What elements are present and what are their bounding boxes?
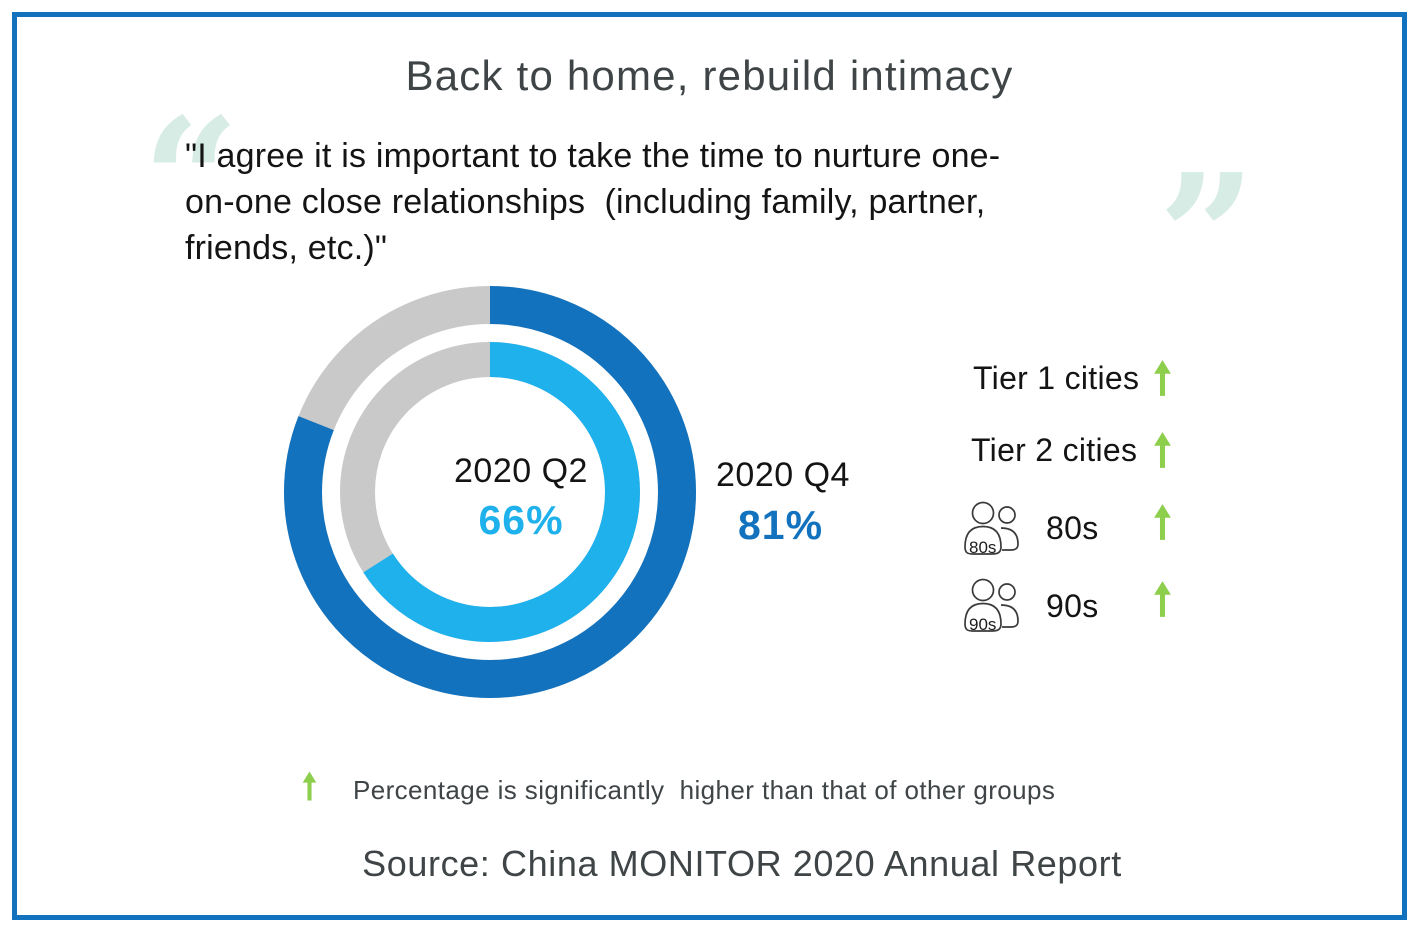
- page-title: Back to home, rebuild intimacy: [405, 52, 1014, 99]
- side-label-period: 2020 Q4: [716, 456, 850, 494]
- source-caption: Source: China MONITOR 2020 Annual Report: [362, 843, 1122, 884]
- people-group-90s-icon: 90s: [964, 578, 1019, 634]
- center-label: 2020 Q2 66%: [411, 452, 631, 544]
- up-arrow-icon: [1154, 432, 1171, 468]
- center-label-value: 66%: [478, 497, 564, 543]
- donut-chart: [284, 286, 696, 698]
- up-arrow-icon: [1154, 581, 1171, 617]
- up-arrow-icon: [1154, 504, 1171, 540]
- close-quote-icon: ”: [1158, 137, 1256, 337]
- center-label-period: 2020 Q2: [454, 452, 588, 490]
- legend-label-80s: 80s: [1046, 510, 1099, 546]
- side-label: 2020 Q4 81%: [716, 456, 850, 549]
- outer-ring-2020-q4: [284, 286, 696, 698]
- quote-line-1: "I agree it is important to take the tim…: [185, 137, 1001, 175]
- legend-label-90s: 90s: [1046, 588, 1099, 624]
- up-arrow-icon: [302, 771, 317, 801]
- people-icon-text: 80s: [969, 538, 996, 557]
- side-label-value: 81%: [738, 502, 824, 548]
- quote-line-2: on-one close relationships (including fa…: [185, 183, 986, 221]
- people-icon-text: 90s: [969, 615, 996, 634]
- quote-line-3: friends, etc.)": [185, 229, 388, 267]
- open-quote-icon: “: [142, 81, 240, 281]
- up-arrow-icon: [1154, 360, 1171, 396]
- inner-ring-2020-q2: [340, 342, 640, 642]
- legend-label-tier2: Tier 2 cities: [971, 432, 1138, 468]
- survey-statement: "I agree it is important to take the tim…: [185, 133, 1215, 271]
- people-group-80s-icon: 80s: [964, 501, 1019, 557]
- footnote: Percentage is significantly higher than …: [353, 775, 1056, 805]
- legend-label-tier1: Tier 1 cities: [973, 360, 1140, 396]
